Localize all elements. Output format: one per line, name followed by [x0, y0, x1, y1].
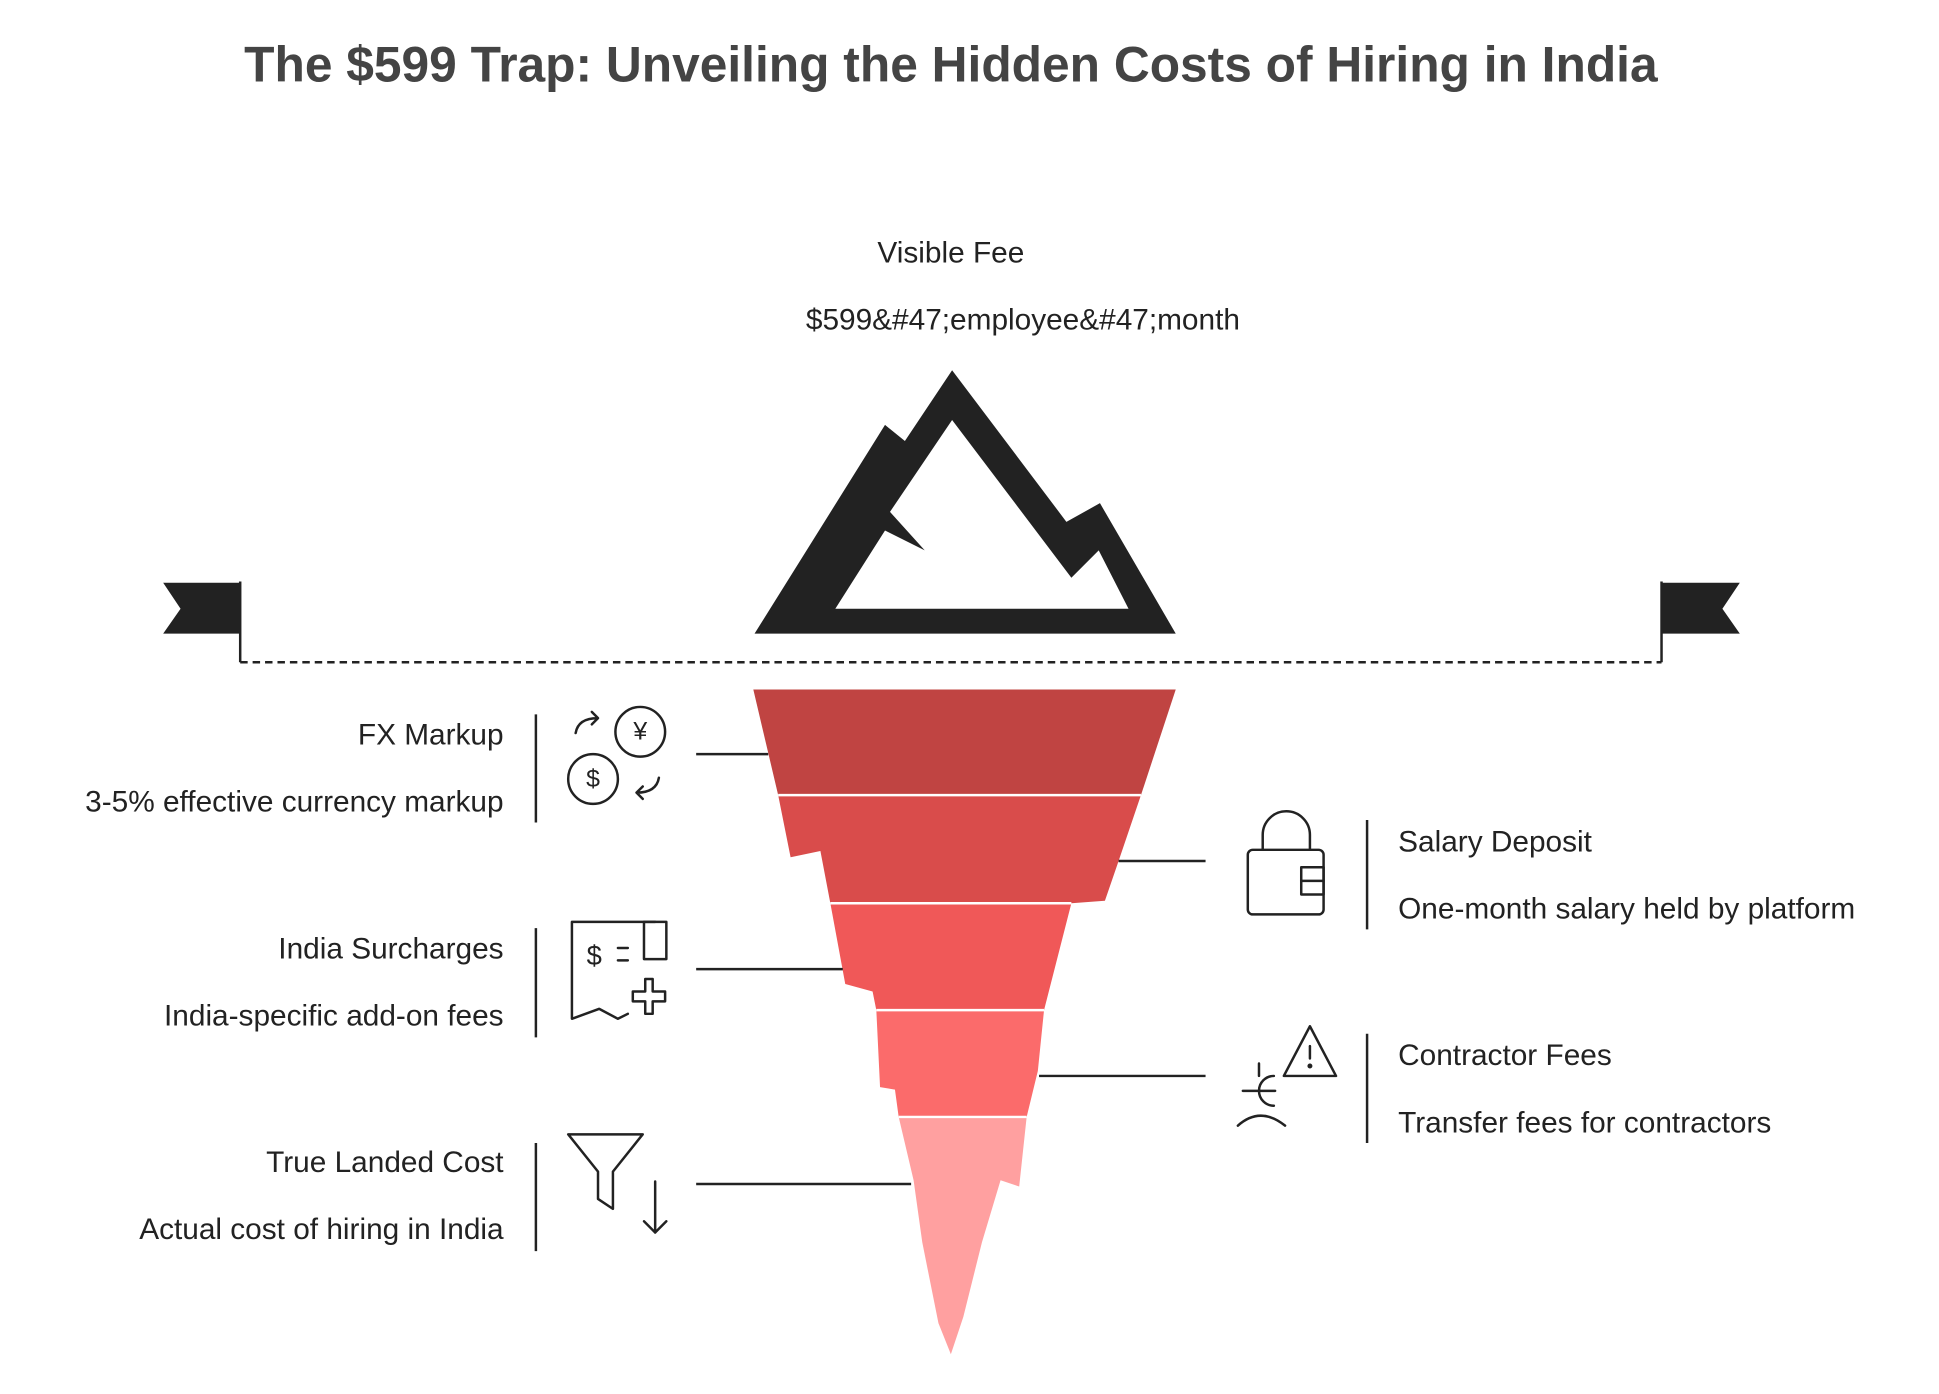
item-label: Contractor Fees — [1398, 1039, 1612, 1072]
lock-icon — [1246, 810, 1325, 916]
title: The $599 Trap: Unveiling the Hidden Cost… — [244, 36, 1658, 92]
visible-label: Visible Fee — [877, 237, 1024, 270]
item-description: 3-5% effective currency markup — [85, 786, 503, 819]
icon-glyph: $ — [586, 766, 600, 793]
item-label: True Landed Cost — [266, 1146, 504, 1179]
flag — [163, 582, 241, 634]
fx-icon — [566, 705, 667, 806]
funnel-icon — [566, 1133, 668, 1234]
flag — [1661, 582, 1740, 634]
item-description: Transfer fees for contractors — [1398, 1106, 1771, 1139]
layer-dividers — [778, 793, 1141, 1119]
layer — [830, 903, 1072, 1011]
item-label: FX Markup — [358, 719, 504, 752]
icon-glyph: $ — [587, 940, 602, 971]
icon-glyph: ¥ — [632, 719, 647, 746]
invoice-icon — [570, 920, 668, 1021]
layer — [778, 795, 1141, 904]
layer — [753, 689, 1176, 796]
visible-description: $599&#47;employee&#47;month — [806, 304, 1240, 337]
item-label: Salary Deposit — [1398, 825, 1592, 858]
layer — [876, 1010, 1045, 1117]
layer — [898, 1116, 1027, 1355]
item-description: Actual cost of hiring in India — [139, 1213, 504, 1246]
item-label: India Surcharges — [278, 932, 503, 965]
contractor-icon — [1236, 1025, 1338, 1127]
item-description: One-month salary held by platform — [1398, 893, 1855, 926]
item-description: India-specific add-on fees — [164, 999, 504, 1032]
mountain-inner — [835, 419, 1129, 609]
